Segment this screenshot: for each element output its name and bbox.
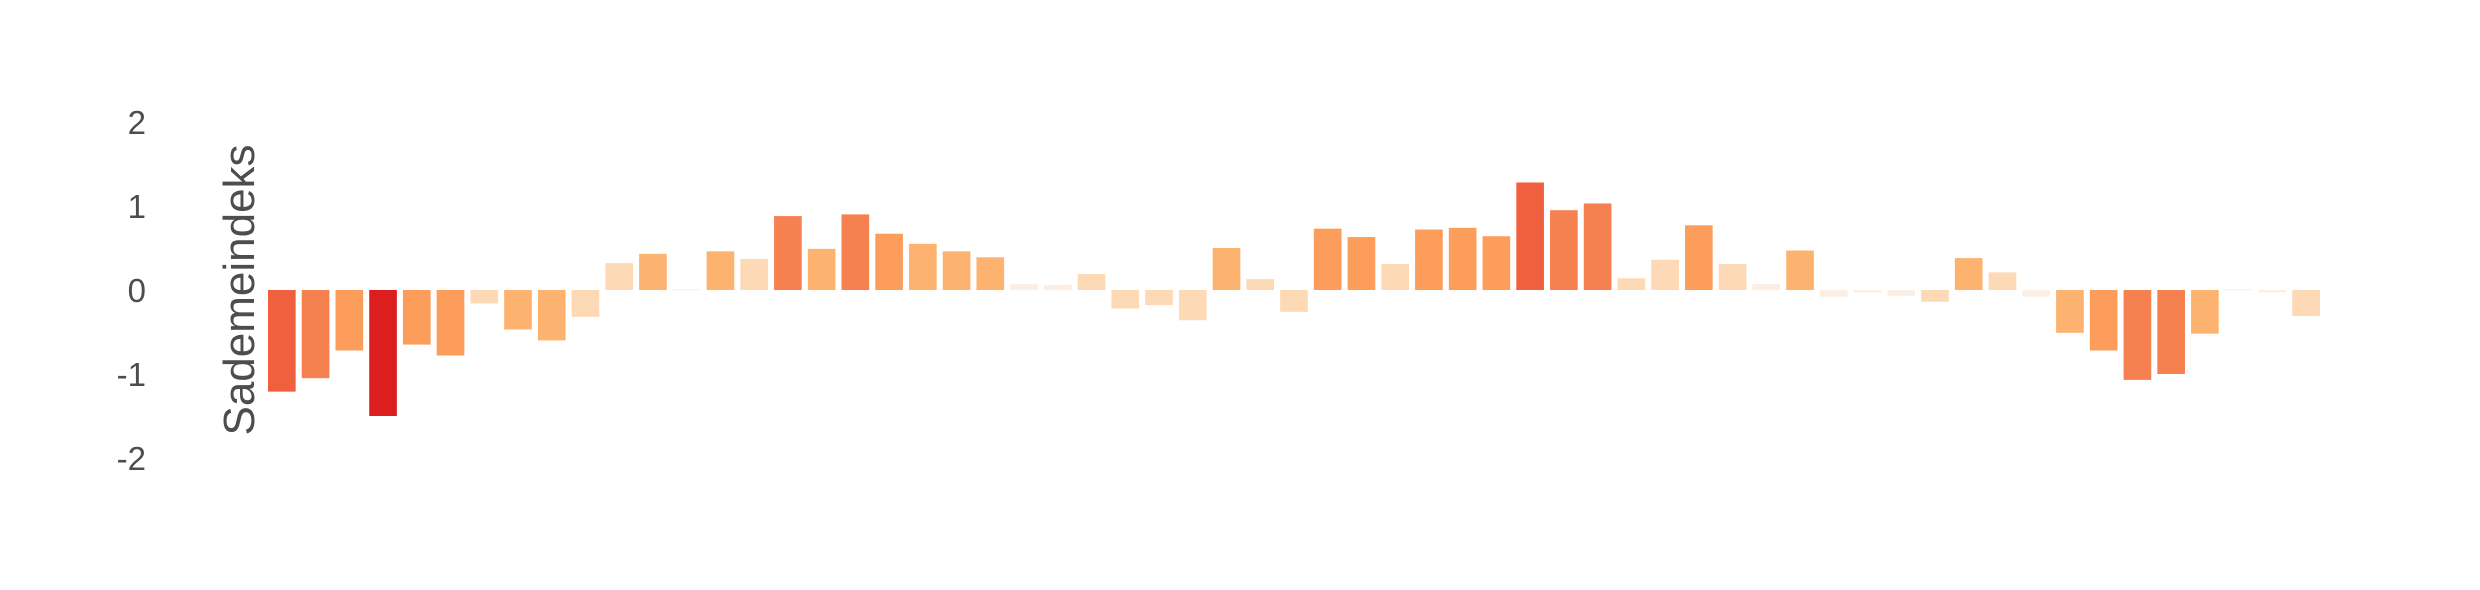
bar-9 [537, 290, 566, 341]
bar-37 [1482, 236, 1511, 290]
bar-3 [335, 290, 364, 351]
bar-55 [2089, 290, 2118, 351]
bar-27 [1145, 290, 1173, 306]
bar-6 [436, 290, 465, 356]
y-tick-label-m1: -1 [117, 356, 146, 393]
y-tick-label-0: 0 [128, 272, 146, 309]
bar-22 [976, 257, 1005, 290]
bar-25 [1077, 274, 1106, 290]
bar-61 [2292, 290, 2320, 317]
bar-28 [1178, 290, 1207, 321]
y-tick-label-2: 2 [128, 104, 146, 141]
bar-57 [2157, 290, 2185, 374]
bar-34 [1381, 263, 1409, 290]
bar-1 [268, 290, 296, 392]
bar-10 [571, 290, 600, 317]
bar-15 [740, 258, 768, 290]
bar-60 [2258, 290, 2287, 293]
bar-59 [2224, 289, 2253, 291]
bar-5 [402, 290, 431, 345]
bar-40 [1583, 203, 1612, 290]
bar-54 [2056, 290, 2084, 333]
bar-53 [2022, 290, 2051, 297]
bar-56 [2123, 290, 2152, 380]
bar-24 [1043, 284, 1072, 290]
bar-50 [1921, 290, 1949, 302]
bar-39 [1550, 210, 1578, 290]
bar-18 [841, 214, 870, 290]
bar-11 [605, 263, 634, 290]
bar-31 [1280, 290, 1308, 312]
bar-21 [942, 251, 971, 290]
bar-48 [1853, 290, 1882, 293]
bar-42 [1651, 259, 1679, 290]
bar-51 [1954, 258, 1983, 290]
bar-13 [672, 289, 701, 291]
bar-2 [301, 290, 330, 379]
bar-49 [1887, 290, 1916, 296]
bar-36 [1448, 227, 1477, 290]
bar-4 [369, 290, 397, 416]
bar-41 [1617, 278, 1646, 290]
bar-52 [1988, 272, 2017, 290]
bar-30 [1246, 279, 1275, 290]
y-axis: 2 1 0 -1 -2 [117, 104, 146, 477]
bar-16 [774, 216, 802, 290]
bar-7 [470, 290, 499, 304]
bar-12 [639, 253, 667, 290]
bar-23 [1010, 284, 1038, 290]
bar-58 [2191, 290, 2219, 334]
bar-35 [1415, 229, 1443, 290]
bar-14 [706, 251, 735, 290]
y-axis-title: Sademeindeks [215, 144, 264, 435]
y-tick-label-1: 1 [128, 188, 146, 225]
bar-47 [1819, 290, 1848, 297]
bars [268, 182, 2320, 416]
bar-43 [1684, 225, 1713, 290]
bar-17 [807, 248, 836, 290]
bar-19 [875, 233, 903, 290]
bar-38 [1516, 182, 1544, 290]
bar-32 [1313, 228, 1342, 290]
bar-33 [1347, 237, 1376, 290]
bar-46 [1786, 250, 1814, 290]
bar-20 [909, 243, 937, 290]
bar-45 [1752, 284, 1781, 290]
y-tick-label-m2: -2 [117, 440, 146, 477]
bar-29 [1212, 248, 1241, 290]
bar-26 [1111, 290, 1140, 309]
bar-44 [1718, 263, 1747, 290]
bar-8 [504, 290, 532, 330]
